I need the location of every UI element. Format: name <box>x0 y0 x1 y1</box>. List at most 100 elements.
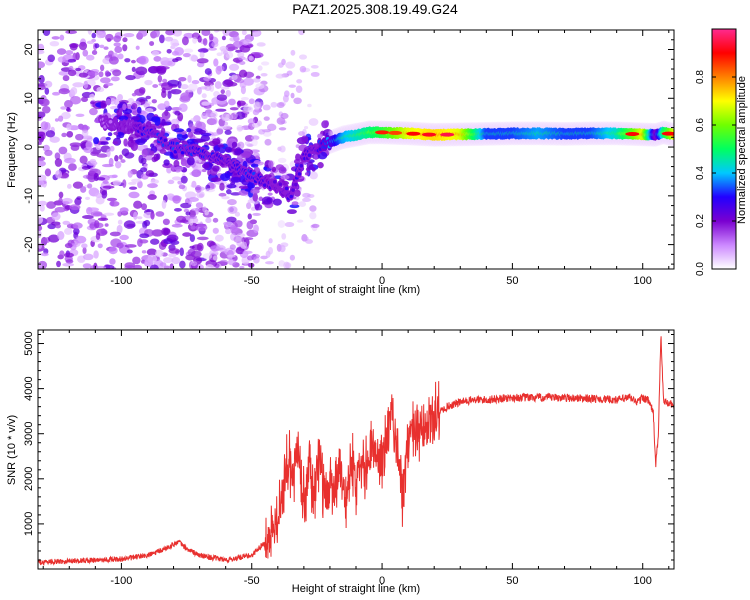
spectrogram-noise-blob <box>244 141 251 146</box>
spectrogram-hotspot <box>421 132 436 137</box>
spectrogram-noise-blob <box>118 154 123 160</box>
spectrogram-noise-blob <box>141 250 147 254</box>
spectrogram-noise-blob <box>109 231 121 237</box>
spectrogram-noise-blob <box>96 153 108 158</box>
spectrogram-noise-blob <box>109 145 115 152</box>
spectrogram-noise-blob <box>219 45 228 52</box>
snr-y-label: SNR (10 * v/v) <box>6 415 18 485</box>
spectrogram-noise-blob <box>201 30 211 37</box>
spectrogram-noise-blob <box>65 30 78 35</box>
spectrogram-noise-blob <box>296 79 303 84</box>
spectrogram-noise-blob <box>138 154 144 164</box>
snr-x-tick-label: -50 <box>244 575 260 587</box>
spectrogram-noise-blob <box>59 34 65 41</box>
spectrogram-noise-blob <box>171 223 183 228</box>
spectrogram-noise-blob <box>135 66 148 76</box>
colorbar-tick-label: 0.4 <box>695 166 706 180</box>
spectrogram-noise-blob <box>41 105 51 114</box>
spectrogram-noise-blob <box>99 44 105 49</box>
spectrogram-noise-blob <box>58 115 64 122</box>
spectrogram-noise-blob <box>113 98 120 106</box>
spectrogram-noise-blob <box>87 71 99 77</box>
spectrogram-noise-blob <box>78 125 90 131</box>
spectrogram-y-tick-label: -10 <box>23 188 35 204</box>
spectrogram-noise-blob <box>46 201 57 209</box>
spectrogram-noise-blob <box>253 52 264 58</box>
snr-y-tick-label: 5000 <box>23 331 35 355</box>
spectrogram-ridge-scatter <box>239 151 251 159</box>
spectrogram-noise-blob <box>238 69 248 78</box>
spectrogram-noise-blob <box>284 222 295 228</box>
spectrogram-noise-blob <box>276 102 285 109</box>
spectrogram-noise-blob <box>75 235 87 244</box>
spectrogram-noise-blob <box>164 36 174 42</box>
spectrogram-noise-blob <box>210 252 219 256</box>
spectrogram-noise-blob <box>236 100 246 106</box>
spectrogram-ridge-scatter <box>224 146 232 153</box>
spectrogram-noise-blob <box>39 98 50 107</box>
spectrogram-noise-blob <box>227 259 237 266</box>
snr-x-axis: -100 -50 0 50 100 <box>42 330 670 587</box>
spectrogram-noise-blob <box>190 261 198 267</box>
spectrogram-noise-blob <box>208 33 214 41</box>
spectrogram-noise-blob <box>91 32 97 39</box>
spectrogram-ridge-scatter <box>306 161 314 171</box>
spectrogram-noise-blob <box>38 111 46 119</box>
spectrogram-noise-blob <box>247 106 254 113</box>
spectrogram-noise-blob <box>95 232 101 240</box>
spectrogram-noise-blob <box>257 65 263 71</box>
spectrogram-noise-blob <box>214 234 224 242</box>
spectrogram-noise-blob <box>201 93 207 99</box>
spectrogram-noise-blob <box>161 199 167 209</box>
spectrogram-noise-blob <box>38 74 45 84</box>
spectrogram-noise-blob <box>85 196 91 201</box>
spectrogram-y-tick-label: 20 <box>23 43 35 55</box>
snr-y-tick-label: 4000 <box>23 376 35 400</box>
spectrogram-noise-blob <box>45 130 56 138</box>
spectrogram-noise-blob <box>122 44 128 52</box>
spectrogram-noise-blob <box>196 242 204 252</box>
spectrogram-ridge-scatter <box>173 159 180 168</box>
spectrogram-noise-blob <box>119 207 129 214</box>
spectrogram-noise-blob <box>177 180 183 185</box>
spectrogram-noise-blob <box>235 247 245 255</box>
spectrogram-ridge-core <box>262 183 267 187</box>
spectrogram-noise-blob <box>48 234 60 243</box>
spectrogram-noise-blob <box>175 56 183 61</box>
spectrogram-noise-blob <box>240 85 246 95</box>
spectrogram-ridge-scatter <box>286 209 297 215</box>
spectrogram-noise-blob <box>196 86 202 95</box>
spectrogram-noise-blob <box>174 110 181 116</box>
spectrogram-noise-blob <box>179 247 184 257</box>
spectrogram-noise-blob <box>171 176 182 181</box>
spectrogram-noise-blob <box>75 113 85 117</box>
spectrogram-noise-blob <box>58 191 64 199</box>
spectrogram-noise-blob <box>310 64 319 69</box>
spectrogram-noise-blob <box>248 55 255 62</box>
spectrogram-noise-blob <box>275 73 285 79</box>
spectrogram-noise-blob <box>168 253 177 258</box>
spectrogram-noise-blob <box>146 248 157 256</box>
spectrogram-noise-blob <box>256 120 262 127</box>
spectrogram-ridge-scatter <box>317 133 323 139</box>
spectrogram-noise-blob <box>123 220 136 229</box>
spectrogram-noise-blob <box>51 36 60 40</box>
snr-x-tick-label: -100 <box>110 575 132 587</box>
spectrogram-noise-blob <box>197 48 209 53</box>
spectrogram-noise-blob <box>170 38 179 48</box>
spectrogram-noise-blob <box>110 199 115 207</box>
spectrogram-noise-blob <box>195 202 204 209</box>
spectrogram-noise-blob <box>216 94 228 101</box>
spectrogram-noise-blob <box>38 180 45 188</box>
spectrogram-noise-blob <box>109 258 116 265</box>
spectrogram-ridge-scatter <box>210 177 222 182</box>
spectrogram-noise-blob <box>211 41 219 48</box>
spectrogram-noise-blob <box>226 189 232 195</box>
spectrogram-noise-blob <box>238 60 246 65</box>
spectrogram-noise-blob <box>277 62 284 68</box>
spectrogram-noise-blob <box>159 34 165 44</box>
snr-x-label: Height of straight line (km) <box>292 583 420 595</box>
spectrogram-noise-blob <box>194 207 199 215</box>
spectrogram-noise-blob <box>137 180 143 189</box>
